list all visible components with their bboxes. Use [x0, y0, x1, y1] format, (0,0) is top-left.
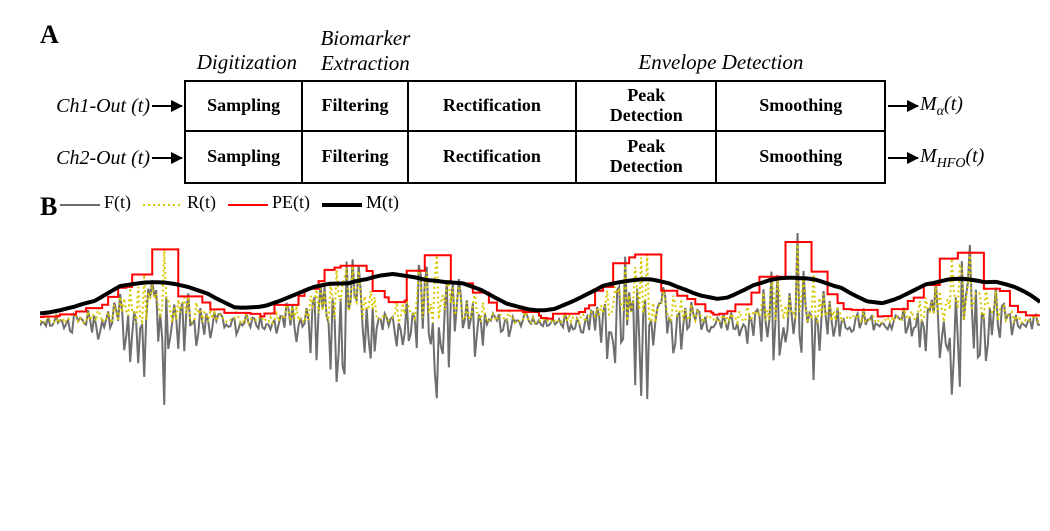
pipeline-table: Ch1-Out (t) SamplingFilteringRectificatio… [40, 80, 1010, 184]
legend-item: PE(t) [228, 192, 310, 213]
stage-rectification: Rectification [409, 132, 577, 184]
stage-smoothing: Smoothing [717, 132, 885, 184]
legend-swatch [322, 196, 362, 210]
output-label: MHFO(t) [920, 145, 1010, 172]
legend-label: PE(t) [272, 192, 310, 213]
legend-swatch [60, 196, 100, 210]
legend-label: R(t) [187, 192, 216, 213]
section-biomarker: Biomarker Extraction [302, 26, 428, 76]
signal-chart [40, 213, 1010, 438]
stage-filtering: Filtering [303, 132, 408, 184]
legend-label: M(t) [366, 192, 399, 213]
legend-swatch [228, 196, 268, 210]
output-label: Mα(t) [920, 93, 1010, 120]
section-envelope: Envelope Detection [523, 50, 918, 75]
legend-label: F(t) [104, 192, 131, 213]
stage-rectification: Rectification [409, 80, 577, 132]
panel-a: A Digitization Biomarker Extraction Enve… [20, 20, 1030, 184]
stage-smoothing: Smoothing [717, 80, 885, 132]
panel-a-label: A [40, 20, 59, 50]
stages: SamplingFilteringRectificationPeakDetect… [184, 80, 886, 132]
legend-swatch [143, 196, 183, 210]
arrow-icon [888, 157, 918, 159]
legend-item: R(t) [143, 192, 216, 213]
stage-sampling: Sampling [184, 80, 303, 132]
legend-item: F(t) [60, 192, 131, 213]
input-label: Ch1-Out (t) [40, 95, 150, 118]
section-digitization: Digitization [192, 50, 303, 75]
pipeline-row-0: Ch1-Out (t) SamplingFilteringRectificatio… [40, 80, 1010, 132]
stage-peak-detection: PeakDetection [577, 80, 717, 132]
stages: SamplingFilteringRectificationPeakDetect… [184, 132, 886, 184]
chart-svg [40, 213, 1040, 433]
legend-item: M(t) [322, 192, 399, 213]
panel-b: B F(t) R(t) PE(t) M(t) [20, 192, 1030, 438]
arrow-icon [888, 105, 918, 107]
section-labels-row: Digitization Biomarker Extraction Envelo… [160, 20, 950, 80]
input-label: Ch2-Out (t) [40, 147, 150, 170]
stage-peak-detection: PeakDetection [577, 132, 717, 184]
legend: F(t) R(t) PE(t) M(t) [60, 192, 1030, 213]
pipeline-row-1: Ch2-Out (t) SamplingFilteringRectificatio… [40, 132, 1010, 184]
arrow-icon [152, 157, 182, 159]
stage-filtering: Filtering [303, 80, 408, 132]
arrow-icon [152, 105, 182, 107]
panel-b-label: B [40, 192, 57, 222]
stage-sampling: Sampling [184, 132, 303, 184]
